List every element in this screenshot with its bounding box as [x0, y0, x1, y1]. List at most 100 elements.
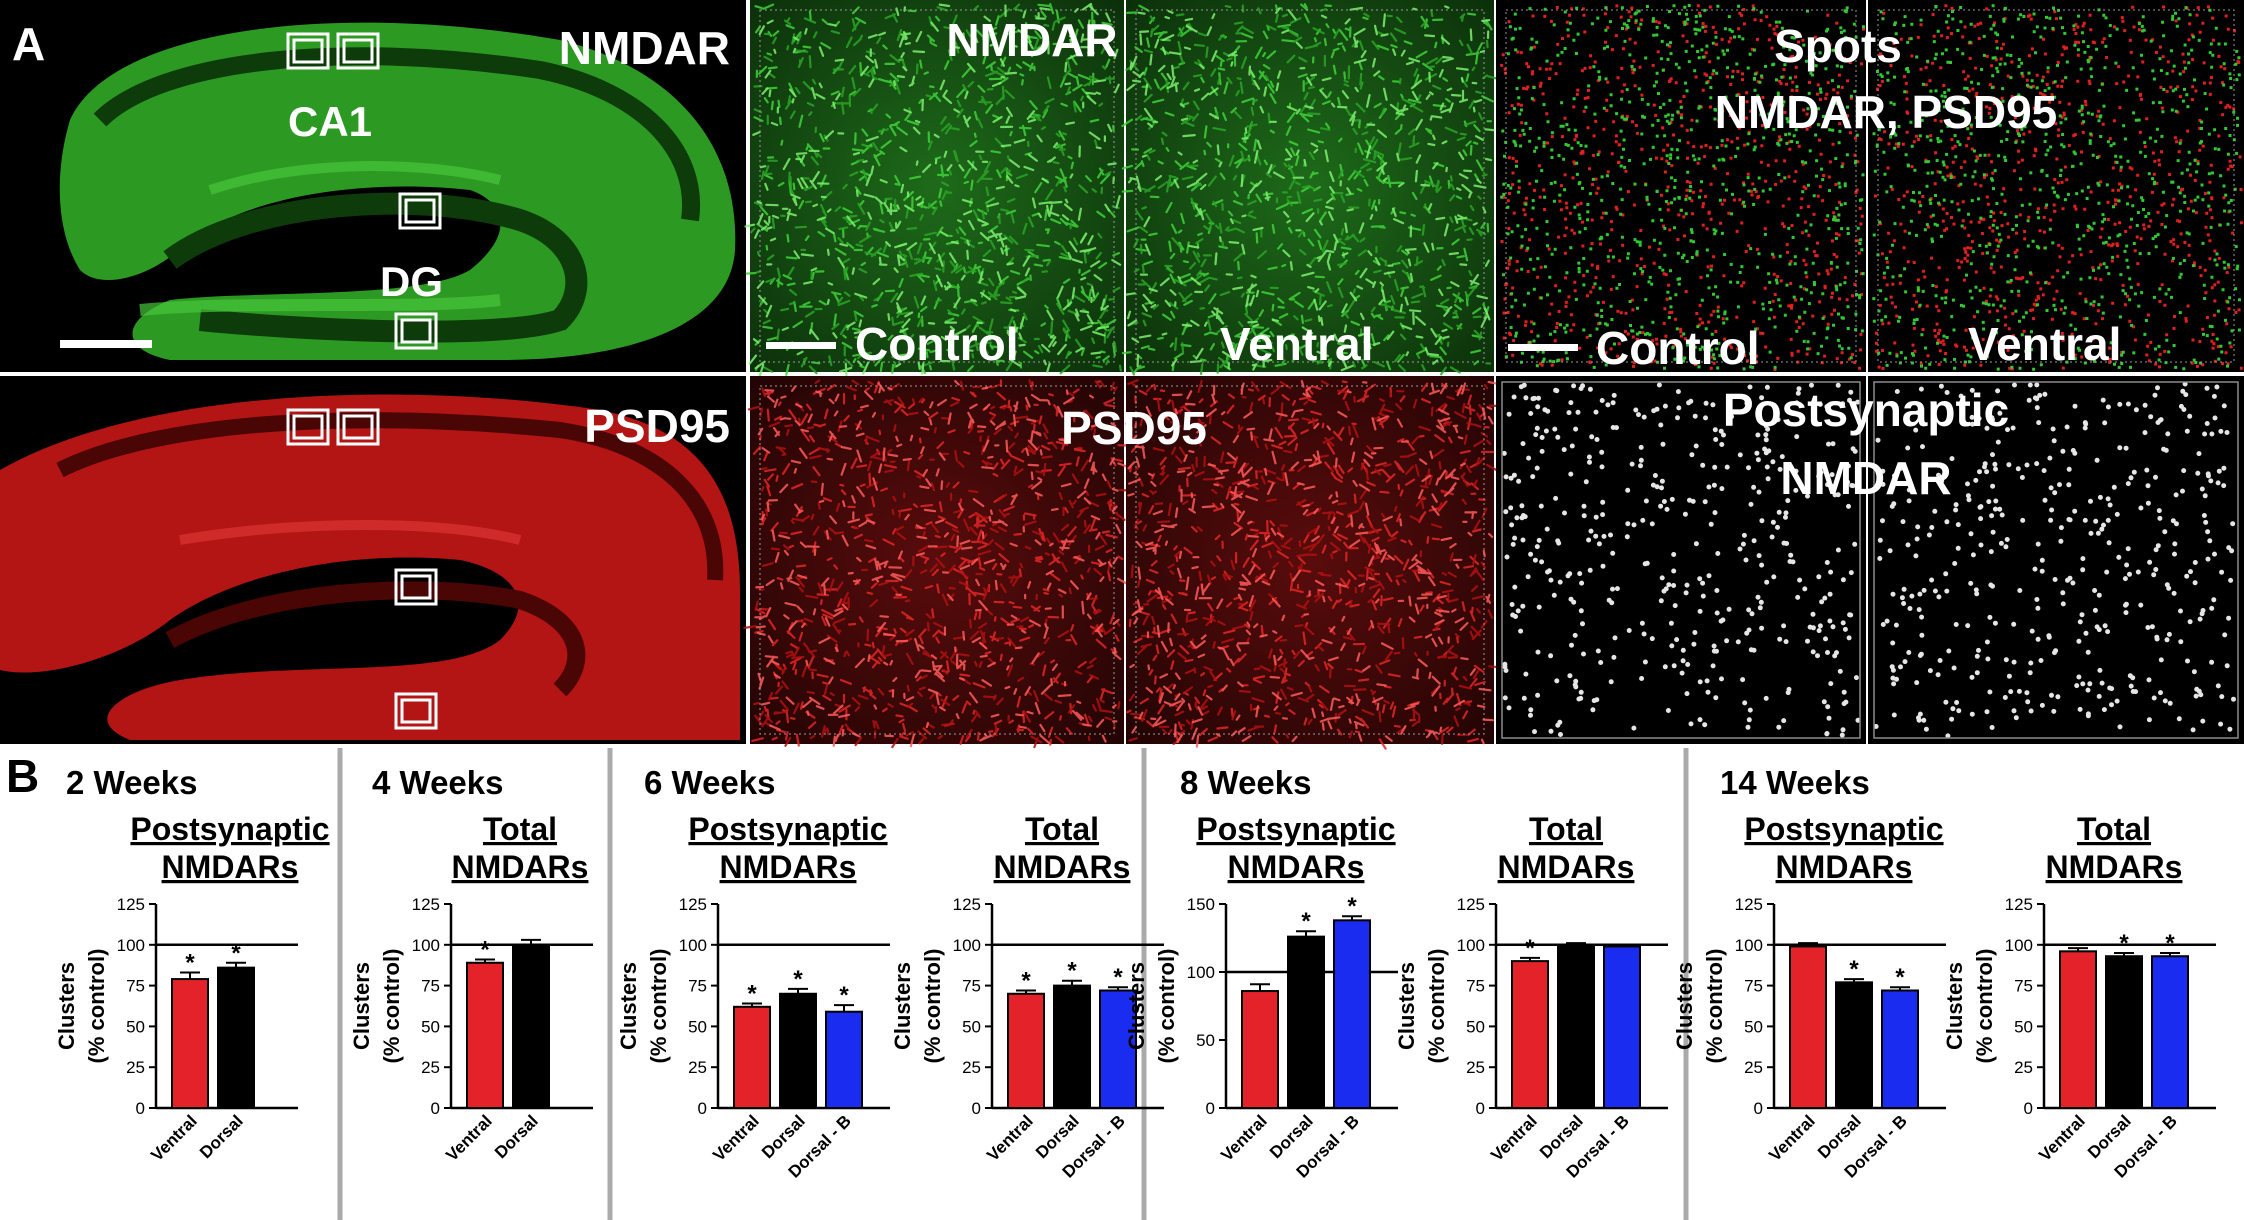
y-tick-label: 0	[698, 1099, 707, 1118]
y-tick-label: 150	[1187, 895, 1215, 914]
y-tick-label: 125	[1457, 895, 1485, 914]
chart-title-line2: NMDARs	[1776, 849, 1913, 885]
postsynaptic-title-line2: NMDAR	[1780, 452, 1951, 504]
overview-psd95-roi-boxes	[286, 408, 438, 730]
significance-star: *	[747, 981, 757, 1008]
overview-nmdar-roi-boxes	[286, 32, 442, 350]
significance-star: *	[1895, 964, 1905, 991]
y-tick-label: 50	[126, 1017, 145, 1036]
y-tick-label: 50	[421, 1017, 440, 1036]
y-tick-label: 100	[2005, 936, 2033, 955]
y-axis-label-line2: (% control)	[646, 949, 671, 1064]
x-tick-label: Ventral	[147, 1111, 201, 1165]
y-axis-label-line2: (% control)	[1154, 949, 1179, 1064]
spots-control-label: Control	[1596, 322, 1760, 374]
postsynaptic-title-line1: Postsynaptic	[1723, 384, 2009, 436]
bar-dorsal	[1557, 943, 1595, 1109]
y-tick-label: 25	[688, 1058, 707, 1077]
significance-star: *	[1301, 908, 1311, 935]
y-tick-label: 100	[679, 936, 707, 955]
y-tick-label: 25	[126, 1058, 145, 1077]
y-tick-label: 0	[1476, 1099, 1485, 1118]
y-axis-label-line2: (% control)	[1424, 949, 1449, 1064]
y-axis-label-line1: Clusters	[54, 962, 79, 1050]
bar-dorsal	[1287, 935, 1325, 1110]
significance-star: *	[2119, 930, 2129, 957]
nmdar-control-image	[744, 0, 1124, 378]
x-tick-label: Ventral	[1217, 1111, 1271, 1165]
significance-star: *	[1021, 967, 1031, 994]
y-tick-label: 125	[679, 895, 707, 914]
bar-dorsal-b	[825, 1010, 863, 1109]
overview-scale-bar	[60, 340, 152, 348]
y-axis-label-line1: Clusters	[616, 962, 641, 1050]
nmdar-ventral-label: Ventral	[1220, 318, 1373, 370]
bar-ventral	[1241, 990, 1279, 1109]
significance-star: *	[793, 966, 803, 993]
x-tick-label: Dorsal	[196, 1111, 247, 1162]
y-tick-label: 50	[688, 1017, 707, 1036]
bar-dorsal-b	[1099, 989, 1137, 1109]
y-tick-label: 125	[117, 895, 145, 914]
y-tick-label: 50	[1744, 1017, 1763, 1036]
bar-dorsal	[217, 966, 255, 1110]
significance-star: *	[480, 936, 490, 963]
y-tick-label: 75	[2014, 977, 2033, 996]
psd95-zoom-title: PSD95	[1061, 402, 1207, 454]
x-tick-label: Ventral	[1487, 1111, 1541, 1165]
chart-title-line2: NMDARs	[2046, 849, 2183, 885]
x-tick-label: Ventral	[709, 1111, 763, 1165]
y-axis-label-line2: (% control)	[1972, 949, 1997, 1064]
significance-star: *	[1347, 893, 1357, 920]
bar-dorsal-b	[2151, 955, 2189, 1109]
chart-title-line1: Total	[1025, 811, 1099, 847]
chart-title-line2: NMDARs	[1498, 849, 1635, 885]
x-tick-label: Ventral	[1765, 1111, 1819, 1165]
y-tick-label: 75	[1744, 977, 1763, 996]
chart-title-line1: Postsynaptic	[688, 811, 887, 847]
spots-title-line2: NMDAR, PSD95	[1715, 86, 2058, 138]
bar-dorsal	[779, 992, 817, 1110]
significance-star: *	[1849, 956, 1859, 983]
spots-control-image	[1496, 0, 1866, 372]
y-tick-label: 100	[1187, 963, 1215, 982]
y-tick-label: 0	[972, 1099, 981, 1118]
significance-star: *	[185, 950, 195, 977]
bar-dorsal-b	[1603, 945, 1641, 1109]
bar-ventral	[733, 1005, 771, 1109]
y-axis-label-line1: Clusters	[890, 962, 915, 1050]
chart-title-line2: NMDARs	[994, 849, 1131, 885]
group-title: 8 Weeks	[1180, 764, 1311, 801]
nmdar-zoom-title: NMDAR	[946, 14, 1117, 66]
y-axis-label-line2: (% control)	[84, 949, 109, 1064]
group-title: 4 Weeks	[372, 764, 503, 801]
significance-star: *	[1067, 958, 1077, 985]
psd95-ventral-image	[1125, 376, 1501, 750]
nmdar-scale-bar	[766, 342, 836, 349]
y-tick-label: 25	[421, 1058, 440, 1077]
significance-star: *	[2165, 930, 2175, 957]
spots-ventral-label: Ventral	[1968, 318, 2121, 370]
x-tick-label: Dorsal	[491, 1111, 542, 1162]
y-tick-label: 100	[117, 936, 145, 955]
significance-star: *	[1113, 964, 1123, 991]
panel-a-letter: A	[12, 18, 45, 70]
group-title: 2 Weeks	[66, 764, 197, 801]
y-tick-label: 50	[962, 1017, 981, 1036]
y-tick-label: 25	[2014, 1058, 2033, 1077]
spots-title-line1: Spots	[1774, 20, 1902, 72]
y-tick-label: 125	[1735, 895, 1763, 914]
overview-psd95-label: PSD95	[584, 400, 730, 452]
y-tick-label: 25	[962, 1058, 981, 1077]
chart-title-line2: NMDARs	[720, 849, 857, 885]
bar-ventral	[1007, 992, 1045, 1110]
y-axis-label-line2: (% control)	[379, 949, 404, 1064]
chart-title-line1: Total	[1529, 811, 1603, 847]
y-tick-label: 125	[412, 895, 440, 914]
